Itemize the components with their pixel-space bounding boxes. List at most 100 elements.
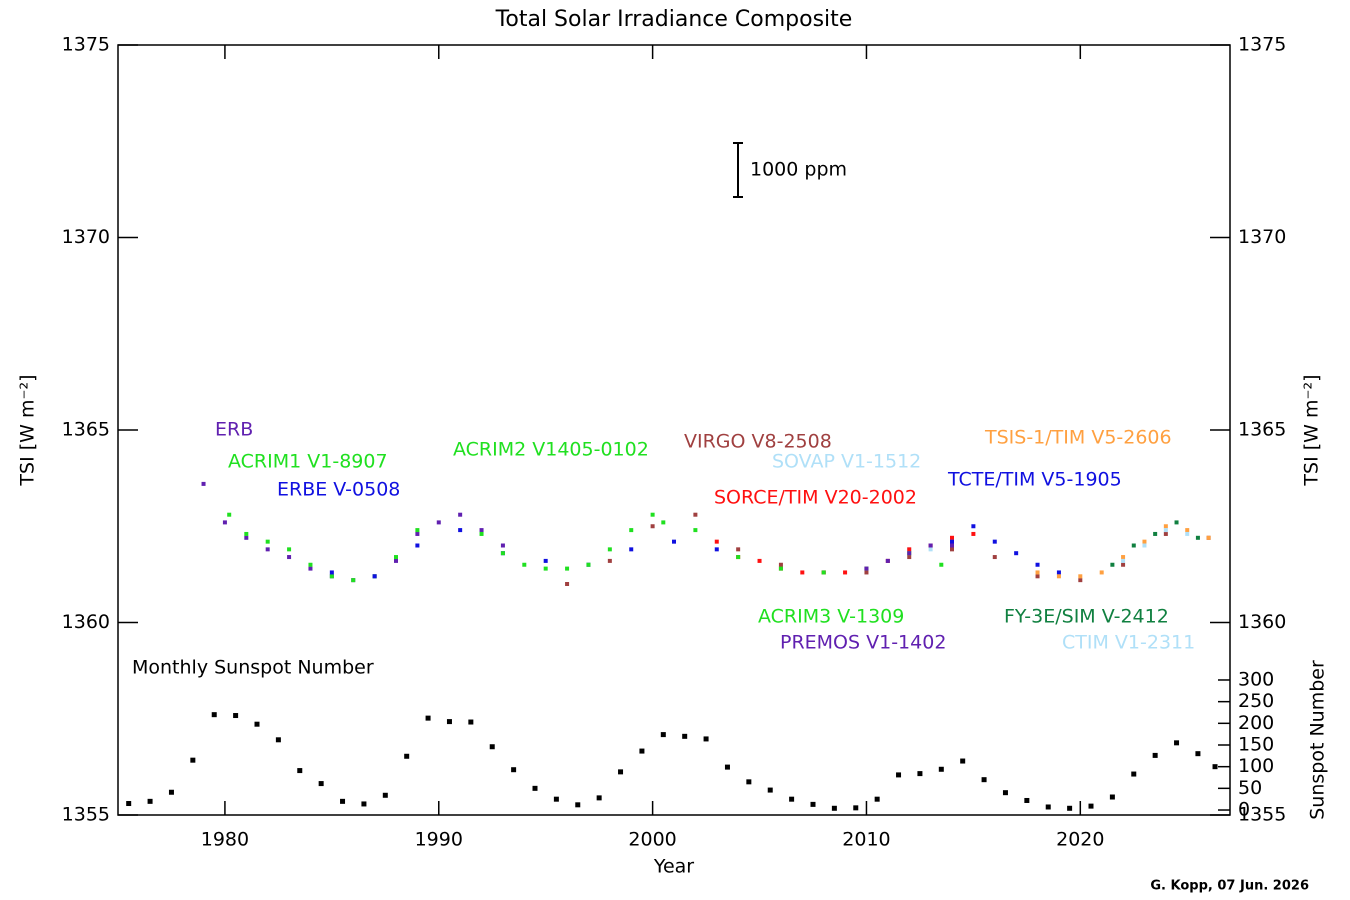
y-tick-label: 1370 [62,226,110,248]
y2-tick-label: 0 [1238,799,1250,821]
tsi-point [543,558,548,563]
tsi-point [736,555,741,560]
sunspot-point [126,801,132,807]
tsi-point [372,574,377,579]
tsi-point [1185,528,1190,533]
tsi-point [265,547,270,552]
tsi-point [950,535,954,540]
tsi-point [1121,558,1126,563]
tsi-point [1153,531,1158,536]
sunspot-point [703,736,709,742]
tsi-point [907,555,912,560]
sunspot-point [1109,794,1115,800]
tsi-point [992,539,997,544]
tsi-point [244,535,249,540]
tsi-point [650,524,655,529]
y-tick-label-right: 1370 [1238,226,1286,248]
tsi-point [992,555,997,560]
credit: G. Kopp, 07 Jun. 2026 [1150,879,1309,894]
series-label: ACRIM3 V-1309 [758,606,904,628]
tsi-point [693,512,698,517]
sunspot-point [1212,764,1218,770]
tsi-point [394,555,398,560]
sunspot-point [254,721,260,727]
scale-bar [733,142,743,198]
sunspot-point [275,737,281,743]
y2-tick-label: 50 [1238,777,1262,799]
y-tick-label: 1360 [62,611,110,633]
tsi-point [714,547,719,552]
sunspot-point [660,732,666,738]
series-label: ACRIM1 V1-8907 [228,451,388,473]
tsi-point [939,562,944,567]
series-label: TCTE/TIM V5-1905 [947,469,1122,491]
tsi-point [1035,562,1040,567]
tsi-point [1185,531,1190,536]
tsi-point [1056,570,1061,575]
y2-tick-label: 100 [1238,755,1274,777]
sunspot-point [1174,740,1180,746]
y-axis-label: TSI [W m⁻²] [17,374,39,486]
sunspot-point [489,744,495,750]
tsi-point [458,528,463,533]
tsi-point [329,570,334,575]
sunspot-point [789,796,795,802]
tsi-point [843,570,848,575]
series-label: PREMOS V1-1402 [780,632,946,654]
tsi-point [1099,570,1104,575]
tsi-point [1121,555,1126,560]
tsi-point [1078,578,1083,583]
tsi-point [714,539,719,544]
sunspot-point [1088,803,1094,809]
sunspot-point [810,801,816,807]
sunspot-point [1131,771,1137,777]
x-tick-label: 1980 [201,829,249,851]
y2-tick-label: 150 [1238,734,1274,756]
sunspot-point [318,781,324,787]
tsi-point [394,558,398,563]
tsi-point [308,562,313,567]
sunspot-point [682,733,688,739]
tsi-point [1110,562,1115,567]
tsi-point [661,520,666,525]
sunspot-point [147,798,153,804]
tsi-point [864,570,869,575]
tsi-point [1014,551,1019,556]
tsi-point [928,547,933,552]
tsi-point [1078,574,1083,579]
tsi-point [607,558,612,563]
sunspot-point [211,712,217,718]
tsi-point [287,555,292,560]
tsi-point [1142,539,1147,544]
tsi-point [227,512,232,517]
series-label: CTIM V1-2311 [1062,632,1195,654]
sunspot-point [340,798,346,804]
sunspot-point [896,772,902,778]
sunspot-point [853,805,859,811]
y2-tick-label: 300 [1238,668,1274,690]
y2-tick-label: 250 [1238,690,1274,712]
sunspot-point [1002,790,1008,796]
tsi-point [1131,543,1136,548]
sunspot-point [724,764,730,770]
x-tick-label: 2000 [628,829,676,851]
tsi-point [950,547,954,552]
sunspot-point [639,748,645,754]
sunspot-point [1024,797,1030,803]
sunspot-point [981,777,987,783]
tsi-point [800,570,805,575]
tsi-point [778,562,783,567]
sunspot-point [382,792,388,798]
tsi-point [1142,543,1147,548]
tsi-point [757,558,762,563]
tsi-point [1035,574,1040,579]
tsi-point [907,547,912,552]
sunspot-point [511,767,517,773]
y-axis-label-right: TSI [W m⁻²] [1301,374,1323,486]
tsi-point [971,531,976,536]
tsi-point [1035,570,1040,575]
tsi-point [436,520,441,525]
sunspot-point [297,768,303,774]
tsi-point [565,582,570,586]
x-tick-label: 2020 [1056,829,1104,851]
